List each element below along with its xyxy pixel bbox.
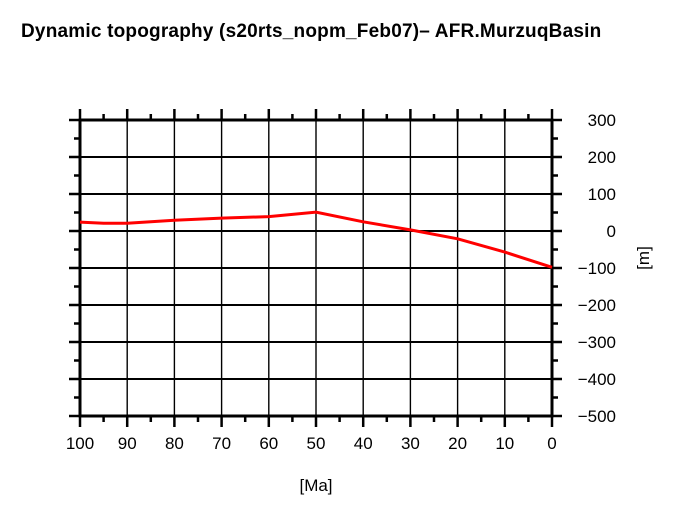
x-tick-label: 10 [495,434,514,453]
plot-frame [78,118,554,418]
y-tick-label: 0 [607,222,616,241]
x-tick-labels: 100 90 80 70 60 50 40 30 20 10 0 [66,434,557,453]
x-tick-label: 90 [118,434,137,453]
y-tick-labels: 300 200 100 0 −100 −200 −300 −400 −500 [578,111,616,426]
y-gridlines [80,156,552,380]
y-tick-label: 200 [588,148,616,167]
x-tick-label: 100 [66,434,94,453]
x-tick-label: 0 [547,434,556,453]
y-tick-label: −500 [578,407,616,426]
y-tick-label: −300 [578,333,616,352]
y-tick-label: 100 [588,185,616,204]
y-tick-label: −400 [578,370,616,389]
series-line-dynamic-topography [79,210,553,269]
chart-title: Dynamic topography (s20rts_nopm_Feb07)– … [21,21,602,42]
x-tick-label: 60 [259,434,278,453]
x-tick-label: 40 [354,434,373,453]
x-tick-label: 80 [165,434,184,453]
y-axis-label: [m] [634,246,653,270]
x-tick-label: 30 [401,434,420,453]
y-tick-label: −200 [578,296,616,315]
x-axis-label: [Ma] [299,476,332,495]
y-tick-label: −100 [578,259,616,278]
x-tick-label: 20 [448,434,467,453]
y-tick-label: 300 [588,111,616,130]
x-tick-label: 70 [212,434,231,453]
x-tick-label: 50 [307,434,326,453]
